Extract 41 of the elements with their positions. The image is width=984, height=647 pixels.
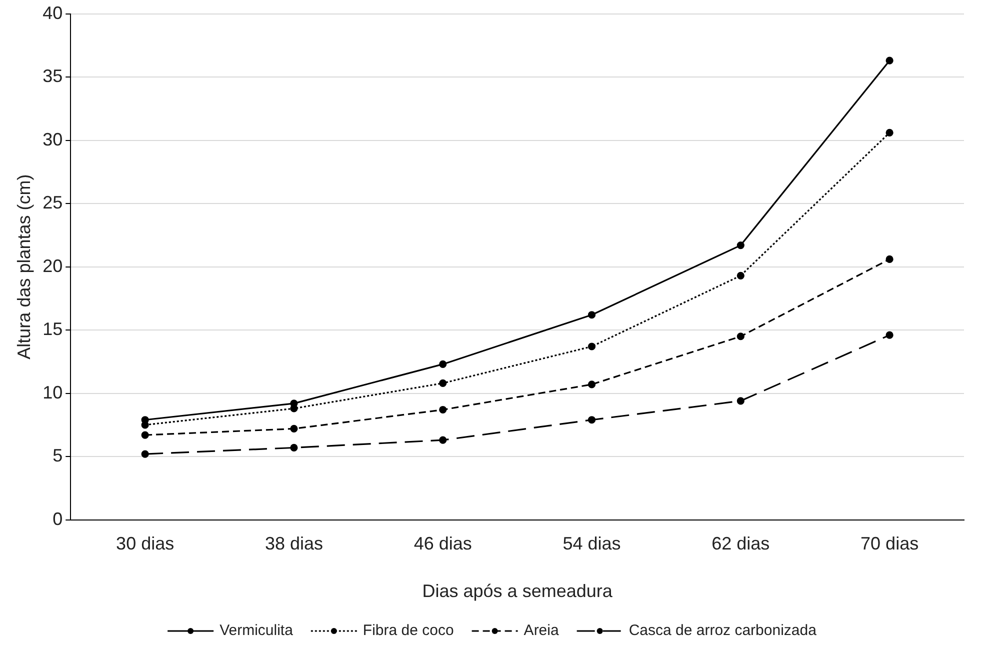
point <box>736 397 744 405</box>
point <box>439 379 447 387</box>
point <box>736 332 744 340</box>
point <box>439 436 447 444</box>
y-tick-label: 25 <box>42 192 63 213</box>
point <box>886 331 894 339</box>
x-tick-label: 30 dias <box>116 534 174 554</box>
x-axis-title: Dias após a semeadura <box>422 581 614 602</box>
legend-label: Areia <box>524 622 560 640</box>
point <box>886 255 894 264</box>
point <box>886 128 894 137</box>
y-axis-title: Altura das plantas (cm) <box>14 174 34 360</box>
x-tick-label: 38 dias <box>264 534 323 554</box>
y-tick-label: 35 <box>42 66 63 86</box>
x-tick-label: 62 dias <box>712 534 770 554</box>
x-tick-label: 54 dias <box>562 534 621 554</box>
y-tick-label: 5 <box>52 446 63 466</box>
y-tick-label: 30 <box>42 129 63 150</box>
x-tick-label: 46 dias <box>414 534 472 554</box>
legend-label: Fibra de coco <box>362 622 454 640</box>
y-tick-label: 15 <box>42 319 63 340</box>
point <box>141 431 149 439</box>
y-tick-label: 10 <box>42 382 63 402</box>
x-tick-label: 70 dias <box>860 534 919 554</box>
point <box>736 272 744 280</box>
point <box>439 406 447 414</box>
point <box>588 380 596 388</box>
point <box>886 56 894 64</box>
legend-label: Vermiculita <box>220 622 294 640</box>
point <box>439 360 447 368</box>
y-tick-label: 40 <box>42 2 63 23</box>
point <box>141 450 149 458</box>
y-tick-label: 0 <box>52 508 63 529</box>
point <box>736 241 744 250</box>
point <box>588 416 596 424</box>
y-tick-label: 20 <box>42 256 63 276</box>
legend-label: Casca de arroz carbonizada <box>628 622 818 640</box>
point <box>588 311 596 319</box>
point <box>290 424 298 433</box>
point <box>290 444 298 452</box>
point <box>588 342 596 350</box>
